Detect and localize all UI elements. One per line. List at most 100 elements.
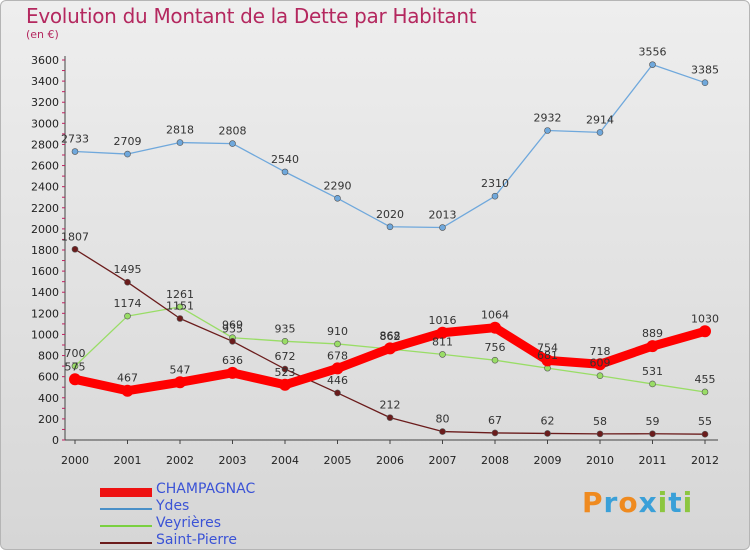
data-label: 2709 [114,135,142,148]
logo-letter: r [603,486,619,519]
data-point [596,129,604,136]
x-tick-label: 2004 [271,454,299,467]
x-tick-label: 2009 [534,454,562,467]
data-label: 547 [170,363,191,376]
data-label: 862 [380,330,401,343]
logo-letter: i [657,486,669,519]
data-label: 62 [541,414,555,427]
data-point [701,430,709,438]
data-point [279,378,291,391]
legend-swatch [100,542,152,544]
x-tick-label: 2000 [61,454,89,467]
legend-label: Saint-Pierre [156,532,237,548]
logo-letter: t [668,486,683,519]
data-point [334,194,341,202]
data-label: 609 [590,357,611,370]
data-point [649,430,656,438]
data-point [174,376,186,389]
legend-label: Veyrières [156,515,222,531]
data-label: 80 [436,413,450,426]
data-point [334,389,341,397]
data-label: 700 [65,347,86,360]
data-point [229,338,236,345]
data-label: 523 [275,366,296,379]
data-label: 811 [432,335,453,348]
legend-label: CHAMPAGNAC [156,481,256,497]
data-point [69,373,81,386]
data-point [646,340,659,353]
data-label: 59 [646,415,660,428]
data-point [331,362,344,375]
y-tick-label: 1800 [31,244,59,257]
data-label: 756 [485,341,506,354]
data-point [226,366,239,379]
data-point [71,148,79,155]
data-point [491,356,499,364]
logo-letter: i [682,486,694,519]
series-lines [69,61,711,438]
data-point [281,365,289,373]
data-point [596,430,604,438]
y-tick-label: 3400 [31,75,59,88]
chart-title: Evolution du Montant de la Dette par Hab… [26,4,477,28]
x-tick-label: 2002 [166,454,194,467]
x-tick-label: 2005 [324,454,352,467]
logo-letter: x [638,486,658,519]
data-label: 889 [642,327,663,340]
data-label: 935 [222,322,243,335]
x-tick-label: 2003 [219,454,247,467]
data-point [281,168,289,176]
data-label: 446 [327,374,348,387]
y-tick-label: 1200 [31,307,59,320]
axes: 0 200 400 600 800 1000 1200 1400 1600 1800 2000 220… [31,54,719,467]
series-line-ydes [74,63,706,229]
data-point [699,325,711,338]
data-label: 58 [593,415,607,428]
data-label: 1495 [114,263,142,276]
data-point [596,372,604,380]
y-tick-label: 3000 [31,117,59,130]
data-label: 2914 [586,113,614,126]
data-point [491,192,499,200]
data-label: 910 [327,325,348,338]
y-tick-label: 1000 [31,328,59,341]
chart-subtitle: (en €) [26,28,59,41]
data-label: 1807 [61,230,89,243]
data-label: 2808 [219,125,247,138]
y-tick-label: 3600 [31,54,59,67]
data-label: 935 [275,322,296,335]
legend-swatch [100,508,152,510]
y-tick-label: 2600 [31,160,59,173]
x-tick-label: 2001 [114,454,142,467]
data-point [384,342,396,355]
y-tick-label: 600 [38,371,59,384]
y-tick-label: 200 [38,413,59,426]
data-point [71,245,79,253]
data-label: 2818 [166,124,194,137]
data-label: 2932 [534,112,562,125]
y-tick-label: 2800 [31,138,59,151]
logo-letter: P [582,486,604,519]
data-label: 1064 [481,309,509,322]
data-point [439,428,446,435]
data-point [649,380,656,388]
data-point [439,351,446,358]
data-point [176,303,184,311]
data-label: 67 [488,414,502,427]
y-tick-label: 2400 [31,181,59,194]
data-label: 868 [380,329,401,342]
data-label: 1016 [429,314,457,327]
data-point [334,340,341,348]
data-label: 212 [380,399,401,412]
data-point [71,362,79,370]
x-tick-label: 2006 [376,454,404,467]
data-label: 1151 [166,300,194,313]
y-tick-label: 0 [52,434,59,447]
data-label: 531 [642,365,663,378]
data-point [544,127,551,134]
data-labels: 575 467 547 636 523 678 868 1016 1064 754 718 889 10… [61,46,719,429]
data-point [489,321,501,334]
legend-label: Ydes [156,498,190,514]
